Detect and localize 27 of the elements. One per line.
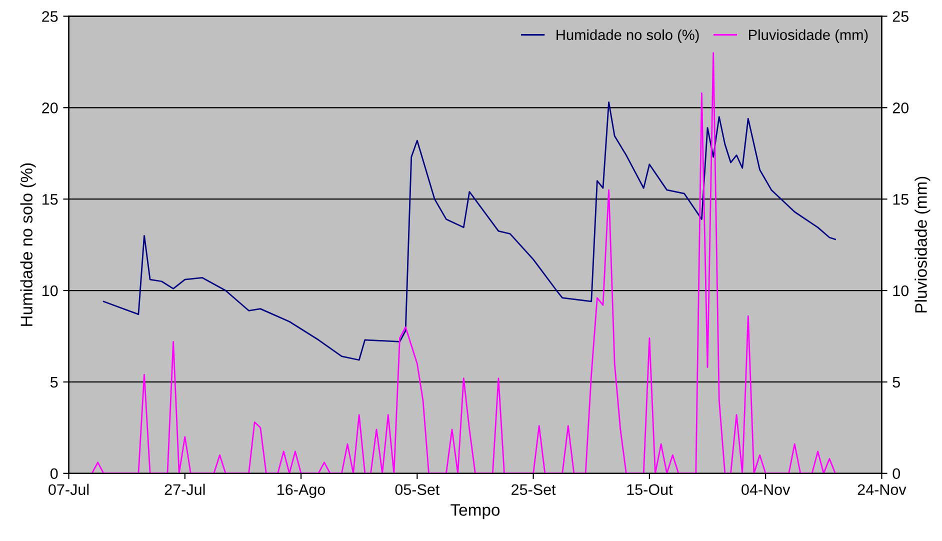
x-tick-label: 05-Set xyxy=(395,484,440,496)
x-tick-label: 16-Ago xyxy=(278,484,326,498)
x-tick-label: 27-Jul xyxy=(164,484,205,496)
y-tick-label: 25 xyxy=(42,11,58,22)
y-tick-label: 20 xyxy=(42,102,58,114)
legend-label: Humidade no solo (%) xyxy=(556,29,699,43)
y2-axis-title: Pluviosidade (mm) xyxy=(914,176,930,312)
y2-tick-label: 20 xyxy=(892,102,909,114)
x-tick-label: 15-Out xyxy=(627,484,673,496)
x-axis-title: Tempo xyxy=(450,504,500,520)
y2-tick-label: 10 xyxy=(893,285,909,296)
legend-label: Pluviosidade (mm) xyxy=(749,29,868,43)
x-tick-label: 25-Set xyxy=(512,484,556,496)
y-tick-label: 5 xyxy=(50,376,58,388)
y2-tick-label: 0 xyxy=(892,468,900,480)
y2-tick-label: 15 xyxy=(893,194,908,205)
y-tick-label: 15 xyxy=(42,194,58,205)
y-tick-label: 10 xyxy=(42,285,58,296)
x-tick-label: 07-Jul xyxy=(48,484,89,496)
line-series xyxy=(102,101,836,361)
line-series xyxy=(91,52,836,474)
x-tick-label: 04-Nov xyxy=(742,484,790,496)
y-axis-title: Humidade no solo (%) xyxy=(20,163,36,326)
y-tick-label: 0 xyxy=(50,468,58,480)
y2-tick-label: 5 xyxy=(892,376,900,388)
y2-tick-label: 25 xyxy=(892,11,908,22)
x-tick-label: 24-Nov xyxy=(858,484,906,496)
